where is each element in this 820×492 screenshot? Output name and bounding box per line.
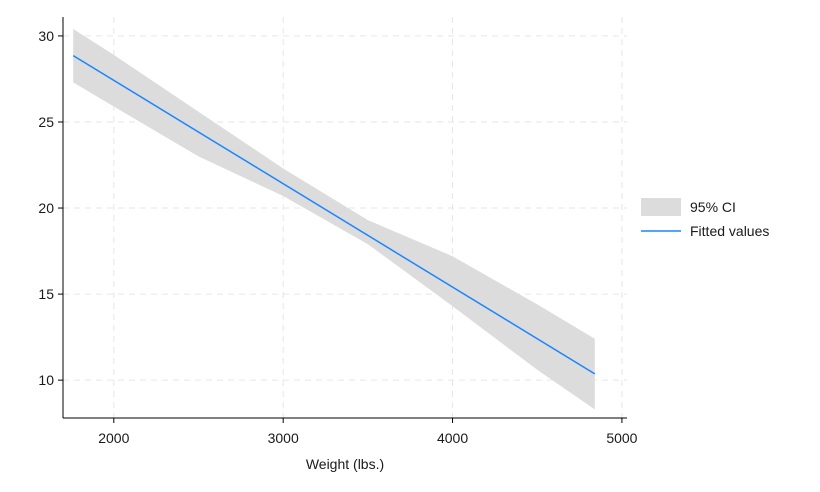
x-tick-label-4000: 4000 (437, 430, 468, 446)
legend-swatch-ci (641, 198, 681, 216)
legend-item-1: Fitted values (641, 223, 769, 239)
ci-band (73, 29, 595, 410)
y-tick-label-20: 20 (38, 200, 54, 216)
legend-label-1: Fitted values (690, 223, 769, 239)
y-tick-label-30: 30 (38, 28, 54, 44)
axes: 10 15 20 25 30 2000 3000 4000 5000 (38, 17, 638, 446)
legend-item-0: 95% CI (641, 198, 736, 216)
x-tick-label-3000: 3000 (268, 430, 299, 446)
fitted-values-line (72, 54, 596, 375)
y-tick-label-25: 25 (38, 114, 54, 130)
y-tick-label-10: 10 (38, 372, 54, 388)
x-tick-label-5000: 5000 (606, 430, 637, 446)
x-axis-title: Weight (lbs.) (306, 456, 384, 472)
plot-area (72, 29, 596, 410)
y-tick-label-15: 15 (38, 286, 54, 302)
legend: 95% CI Fitted values (641, 198, 769, 239)
x-tick-label-2000: 2000 (98, 430, 129, 446)
legend-label-0: 95% CI (690, 199, 736, 215)
